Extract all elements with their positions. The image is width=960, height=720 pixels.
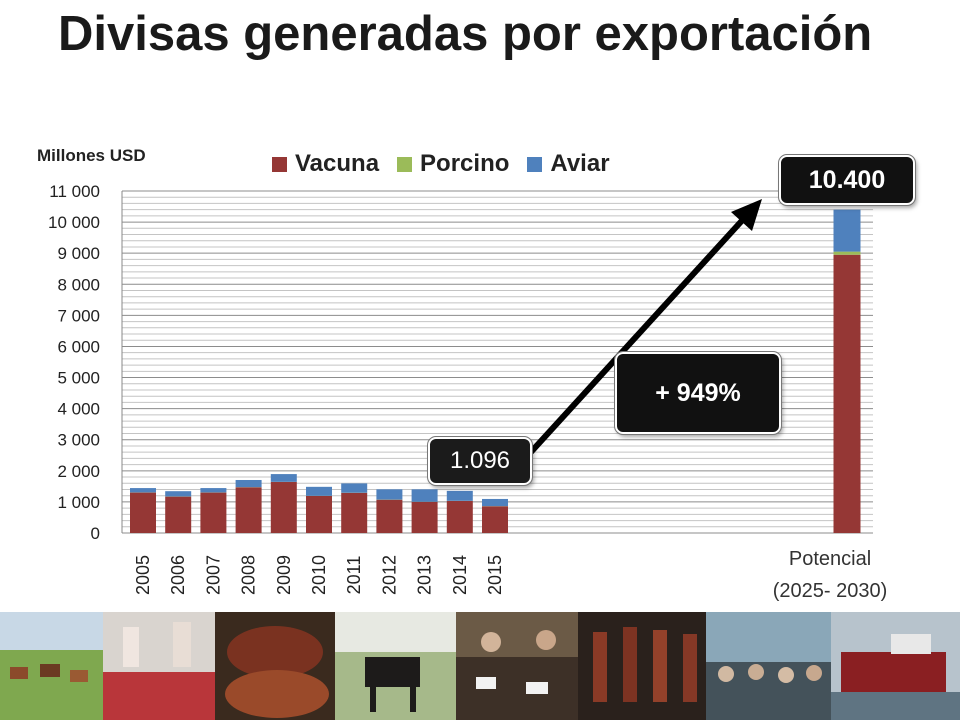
y-tick-label: 10 000 [48,213,100,232]
bar-segment-vacuna-2011 [341,492,368,533]
legend-label-vacuna: Vacuna [295,150,380,177]
chart-legend: Vacuna Porcino Aviar [272,150,610,178]
y-tick-label: 9 000 [57,244,100,263]
x-tick-label-2009: 2009 [274,555,294,595]
legend-swatch-vacuna [272,156,287,172]
bar-segment-vacuna-2005 [130,492,156,533]
value-2015-callout: 1.096 [427,436,533,486]
x-tick-label-2008: 2008 [239,555,259,595]
x-axis: 2005 2006 2007 2008 2009 2010 2011 2012 2013 2014… [133,555,505,595]
bar-segment-porcino-potencial [833,251,861,255]
x-tick-label-2005: 2005 [133,555,153,595]
conference-audience-photo [706,612,831,720]
legend-item-vacuna: Vacuna [272,150,379,178]
y-tick-label: 3 000 [57,431,100,450]
butcher-shop-photo [103,612,215,720]
legend-swatch-aviar [527,156,543,172]
bar-segment-vacuna-2010 [306,496,332,533]
bar-segment-aviar-2009 [270,474,297,482]
bar-segment-vacuna-2013 [411,501,438,533]
x-tick-label-potencial-line2: (2025- 2030) [773,580,888,602]
x-tick-label-2015: 2015 [485,555,505,595]
y-tick-label: 11 000 [49,182,100,201]
y-tick-label: 7 000 [57,306,100,325]
bar-segment-vacuna-2015 [482,506,508,533]
y-tick-label: 0 [91,524,100,543]
x-tick-label-2010: 2010 [309,555,329,595]
potential-value-callout: 10.400 [778,154,916,206]
legend-item-porcino: Porcino [397,150,509,178]
bar-segment-aviar-2014 [446,490,473,501]
bar-segment-aviar-2015 [482,498,508,507]
bar-segment-aviar-2008 [235,479,262,488]
grilled-steak-photo [215,612,335,720]
y-tick-label: 8 000 [57,275,100,294]
bar-segment-vacuna-2007 [200,492,227,533]
bar-segment-aviar-2012 [376,489,403,500]
bar-segment-vacuna-2006 [165,496,192,533]
slide-title: Divisas generadas por exportación [58,7,873,61]
x-tick-label-2006: 2006 [168,555,188,595]
bar-segment-aviar-2005 [130,488,156,493]
stacked-bar-chart: 0 1 000 2 000 3 000 4 000 5 000 6 000 7 000 8 00… [48,182,888,602]
y-axis: 0 1 000 2 000 3 000 4 000 5 000 6 000 7 000 8 00… [48,182,123,543]
y-tick-label: 1 000 [57,493,100,512]
growth-arrow-line [528,211,751,455]
bar-segment-aviar-2006 [165,491,192,497]
y-tick-label: 6 000 [57,337,100,356]
legend-label-aviar: Aviar [550,150,610,177]
photo-strip [0,612,960,720]
y-axis-unit-label: Millones USD [37,146,146,165]
cargo-ship-photo [831,612,960,720]
bar-segment-aviar-2007 [200,488,227,493]
y-tick-label: 2 000 [57,462,100,481]
chart-bars [130,209,861,533]
x-tick-label-2007: 2007 [203,555,223,595]
x-tick-label-2011: 2011 [344,556,364,595]
legend-item-aviar: Aviar [527,150,610,178]
asado-grill-photo [578,612,706,720]
bar-segment-aviar-2011 [341,483,368,493]
cattle-show-photo [335,612,456,720]
bar-segment-aviar-potencial [833,209,861,252]
y-tick-label: 4 000 [57,400,100,419]
bar-segment-vacuna-2012 [376,499,403,533]
cattle-herd-photo [0,612,103,720]
growth-arrow-head [731,199,762,231]
bar-segment-vacuna-2009 [270,482,297,533]
x-tick-label-2013: 2013 [415,555,435,595]
bar-segment-vacuna-2014 [446,500,473,533]
legend-label-porcino: Porcino [420,150,510,177]
legend-swatch-porcino [397,156,413,172]
bar-segment-aviar-2010 [306,486,332,496]
bar-segment-vacuna-potencial [833,254,861,533]
x-tick-label-potencial-line1: Potencial [789,548,871,570]
x-tick-label-2014: 2014 [450,555,470,595]
bar-segment-aviar-2013 [411,489,438,502]
growth-percent-callout: + 949% [614,351,782,435]
meeting-table-photo [456,612,578,720]
bar-segment-vacuna-2008 [235,487,262,533]
y-tick-label: 5 000 [57,369,100,388]
x-tick-label-2012: 2012 [379,555,399,595]
